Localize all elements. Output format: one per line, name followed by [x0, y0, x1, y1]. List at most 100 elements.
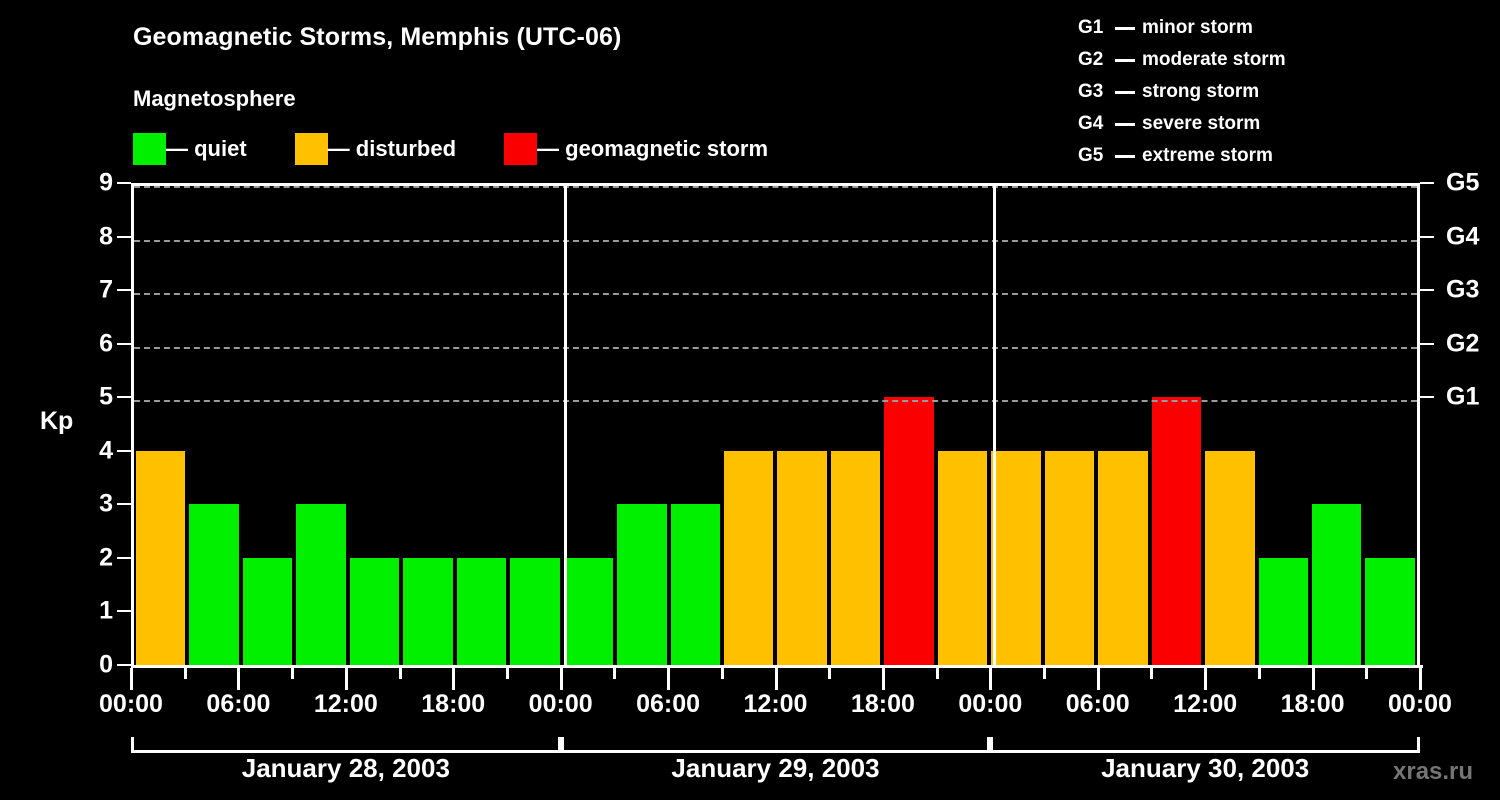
day-label-2: January 29, 2003 — [671, 753, 880, 783]
bar-slot — [401, 186, 454, 665]
legend-item-disturbed: — disturbed — [294, 133, 457, 165]
x-tick-major — [774, 668, 778, 690]
bar[interactable] — [670, 504, 720, 665]
y-axis-title: Kp — [40, 407, 74, 435]
x-tick-label: 00:00 — [1388, 690, 1452, 718]
g-tick-g3 — [1420, 289, 1434, 292]
bar-slot — [669, 186, 722, 665]
gridline-kp-7 — [134, 293, 1417, 296]
bar-slot — [294, 186, 347, 665]
bar[interactable] — [510, 557, 560, 665]
bar[interactable] — [349, 557, 400, 665]
legend-item-storm: — geomagnetic storm — [504, 133, 768, 165]
bar[interactable] — [937, 450, 988, 665]
color-legend: — quiet — disturbed — geomagnetic storm — [133, 133, 816, 165]
bar-slot — [989, 186, 1042, 665]
chart-subtitle: Magnetosphere — [133, 86, 296, 111]
bar[interactable] — [830, 450, 881, 665]
x-tick-minor — [291, 668, 295, 679]
g-scale-code: G2 — [1078, 49, 1104, 70]
bar-slot — [348, 186, 401, 665]
y-tick-label-2: 2 — [99, 543, 113, 572]
g-axis-label-g2: G2 — [1446, 329, 1480, 358]
bar[interactable] — [189, 504, 239, 665]
day-bracket-2 — [560, 737, 991, 753]
legend-label-disturbed: — disturbed — [327, 136, 457, 161]
x-tick-major — [1311, 668, 1315, 690]
legend-label-quiet: — quiet — [166, 136, 247, 161]
bar[interactable] — [1365, 557, 1415, 665]
em-dash-icon — [1115, 26, 1135, 30]
bar[interactable] — [1151, 397, 1202, 665]
y-tick-label-6: 6 — [99, 329, 113, 358]
g-scale-code: G1 — [1078, 17, 1104, 38]
day-separator-1 — [563, 186, 567, 665]
x-tick-major — [989, 668, 993, 690]
bar[interactable] — [242, 557, 293, 665]
bar-slot — [1310, 186, 1363, 665]
bar[interactable] — [991, 450, 1041, 665]
em-dash-icon — [1115, 58, 1135, 62]
g-axis-label-g4: G4 — [1446, 222, 1480, 251]
x-tick-major — [1419, 668, 1422, 690]
page-title: Geomagnetic Storms, Memphis (UTC-06) — [133, 23, 622, 51]
x-tick-label: 06:00 — [1065, 690, 1130, 718]
x-tick-major — [1204, 668, 1208, 690]
bar[interactable] — [456, 557, 507, 665]
legend-label-storm: — geomagnetic storm — [537, 136, 769, 161]
bar[interactable] — [777, 450, 827, 665]
bar[interactable] — [1258, 557, 1308, 665]
bar[interactable] — [1098, 450, 1148, 665]
legend-swatch-storm — [504, 133, 538, 165]
bar[interactable] — [563, 557, 614, 665]
day-separator-2 — [993, 186, 997, 665]
y-tick-0 — [117, 664, 131, 666]
g-scale-code: G4 — [1078, 113, 1104, 134]
bar-slot — [936, 186, 989, 665]
bar[interactable] — [136, 450, 186, 665]
g-tick-g2 — [1420, 342, 1434, 345]
bar-slot — [775, 186, 828, 665]
bar-slot — [1257, 186, 1310, 665]
g-scale-description: moderate storm — [1142, 49, 1286, 70]
bar[interactable] — [403, 557, 453, 665]
x-tick-label: 12:00 — [313, 690, 378, 718]
y-tick-5 — [117, 396, 131, 399]
y-tick-label-7: 7 — [99, 275, 113, 304]
g-axis-label-g3: G3 — [1446, 275, 1480, 304]
x-tick-label: 00:00 — [99, 690, 163, 718]
x-tick-label: 06:00 — [636, 690, 701, 718]
bar[interactable] — [1044, 450, 1095, 665]
bar[interactable] — [1311, 504, 1362, 665]
y-tick-label-8: 8 — [99, 222, 113, 251]
em-dash-icon — [1115, 122, 1135, 126]
gridline-kp-6 — [134, 346, 1417, 349]
x-tick-minor — [1150, 668, 1154, 679]
bar-slot — [508, 186, 561, 665]
legend-item-quiet: — quiet — [133, 133, 247, 165]
y-tick-2 — [117, 556, 131, 559]
day-bracket-3 — [990, 737, 1420, 753]
x-tick-minor — [720, 668, 724, 679]
plot-area — [131, 183, 1420, 665]
bar-slot — [882, 186, 935, 665]
day-label-3: January 30, 2003 — [1101, 753, 1310, 783]
bar[interactable] — [884, 397, 934, 665]
y-tick-label-1: 1 — [99, 596, 113, 625]
bar[interactable] — [723, 450, 774, 665]
em-dash-icon — [1115, 90, 1135, 94]
bar[interactable] — [1205, 450, 1255, 665]
bar-slot — [455, 186, 508, 665]
x-tick-major — [881, 668, 885, 690]
g-scale-row-g5: G5 extreme storm — [1078, 140, 1286, 172]
bar-slot — [1096, 186, 1149, 665]
bar[interactable] — [617, 504, 667, 665]
g-scale-description: minor storm — [1142, 17, 1253, 38]
y-tick-label-9: 9 — [99, 168, 113, 197]
g-tick-g5 — [1420, 182, 1434, 184]
em-dash-icon — [1115, 154, 1135, 158]
bar[interactable] — [296, 504, 346, 665]
g-scale-row-g4: G4 severe storm — [1078, 108, 1286, 140]
bar-slot — [1043, 186, 1096, 665]
